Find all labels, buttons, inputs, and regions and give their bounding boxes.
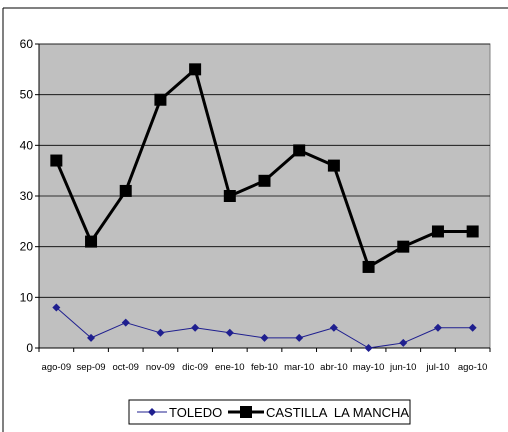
x-tick-label: may-10 [353,362,385,373]
data-point-diamond [156,328,165,337]
data-point-square [50,154,63,167]
y-tick-label: 30 [20,189,34,203]
x-tick-label: ago-09 [42,362,72,373]
x-tick-label: abr-10 [320,362,347,373]
legend-box [128,399,411,425]
chart-svg: 0 10 20 30 40 50 60 ago-09 sep-09 oct-09 nov-09 dic… [2,7,508,432]
data-point-diamond [433,323,442,332]
x-tick-label: jun-10 [389,362,416,373]
legend-marker-toledo [148,408,156,416]
x-tick-label: sep-09 [77,362,106,373]
data-point-square [85,235,98,248]
plot-area: 0 10 20 30 40 50 60 ago-09 sep-09 oct-09 nov-09 dic… [20,37,491,373]
legend-label-castilla: CASTILLA LA MANCHA [266,405,409,420]
x-tick-label: oct-09 [113,362,139,373]
x-tick-label: nov-09 [146,362,175,373]
x-tick-label: dic-09 [182,362,208,373]
y-tick-label: 50 [20,88,34,102]
y-tick-label: 20 [20,240,34,254]
data-point-diamond [87,333,96,342]
data-point-square [293,144,306,157]
data-point-diamond [52,303,61,312]
data-point-square [362,260,375,273]
data-point-diamond [191,323,200,332]
legend-marker-castilla [240,406,252,418]
y-tick-label: 40 [20,138,34,152]
data-point-square [397,240,410,253]
x-tick-label: ene-10 [215,362,245,373]
data-point-square [154,93,167,106]
data-point-square [431,225,444,238]
data-point-square [258,174,271,187]
data-point-square [223,190,236,202]
data-point-diamond [260,333,269,342]
y-tick-label: 10 [20,290,34,304]
data-point-diamond [295,333,304,342]
y-tick-label: 60 [20,37,34,51]
x-tick-label: ago-10 [458,362,488,373]
y-tick-label: 0 [26,341,33,355]
chart: 0 10 20 30 40 50 60 ago-09 sep-09 oct-09 nov-09 dic… [2,4,508,432]
data-point-diamond [329,323,338,332]
x-tick-label: mar-10 [284,362,314,373]
data-point-diamond [468,323,477,332]
data-point-diamond [364,344,373,352]
data-point-diamond [121,318,130,327]
legend-label-toledo: TOLEDO [169,405,222,420]
data-point-diamond [225,328,234,337]
data-point-square [466,225,479,238]
x-tick-label: feb-10 [251,362,278,373]
x-tick-label: jul-10 [425,362,449,373]
data-point-square [327,159,340,172]
data-point-square [189,63,202,76]
legend: TOLEDO CASTILLA LA MANCHA [128,399,411,425]
data-point-square [119,184,132,197]
data-point-diamond [399,338,408,347]
